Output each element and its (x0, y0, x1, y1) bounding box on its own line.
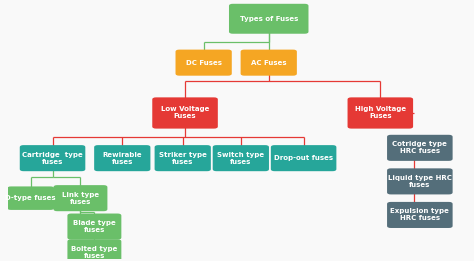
FancyBboxPatch shape (387, 168, 453, 194)
Text: Switch type
fuses: Switch type fuses (217, 152, 264, 165)
Text: Liquid type HRC
fuses: Liquid type HRC fuses (388, 175, 452, 188)
Text: AC Fuses: AC Fuses (251, 60, 287, 66)
FancyBboxPatch shape (67, 239, 121, 261)
Text: Expulsion type
HRC fuses: Expulsion type HRC fuses (391, 209, 449, 221)
FancyBboxPatch shape (271, 145, 337, 171)
FancyBboxPatch shape (347, 97, 413, 129)
FancyBboxPatch shape (387, 202, 453, 228)
FancyBboxPatch shape (67, 213, 121, 240)
Text: Striker type
fuses: Striker type fuses (159, 152, 207, 165)
FancyBboxPatch shape (387, 135, 453, 161)
FancyBboxPatch shape (94, 145, 150, 171)
FancyBboxPatch shape (241, 50, 297, 76)
Text: Types of Fuses: Types of Fuses (239, 16, 298, 22)
FancyBboxPatch shape (213, 145, 269, 171)
FancyBboxPatch shape (175, 50, 232, 76)
Text: Bolted type
fuses: Bolted type fuses (71, 246, 118, 259)
Text: DC Fuses: DC Fuses (186, 60, 222, 66)
FancyBboxPatch shape (152, 97, 218, 129)
Text: Blade type
fuses: Blade type fuses (73, 220, 116, 233)
FancyBboxPatch shape (54, 185, 108, 211)
FancyBboxPatch shape (229, 4, 309, 34)
FancyBboxPatch shape (155, 145, 211, 171)
FancyBboxPatch shape (7, 186, 54, 210)
Text: Low Voltage
Fuses: Low Voltage Fuses (161, 106, 209, 120)
Text: Drop-out fuses: Drop-out fuses (274, 155, 333, 161)
Text: D-type fuses: D-type fuses (5, 195, 56, 201)
Text: Cartridge  type
fuses: Cartridge type fuses (22, 152, 83, 165)
Text: Cotridge type
HRC fuses: Cotridge type HRC fuses (392, 141, 447, 154)
FancyBboxPatch shape (20, 145, 85, 171)
Text: Link type
fuses: Link type fuses (62, 192, 99, 205)
Text: High Voltage
Fuses: High Voltage Fuses (355, 106, 406, 120)
Text: Rewirable
fuses: Rewirable fuses (102, 152, 142, 165)
